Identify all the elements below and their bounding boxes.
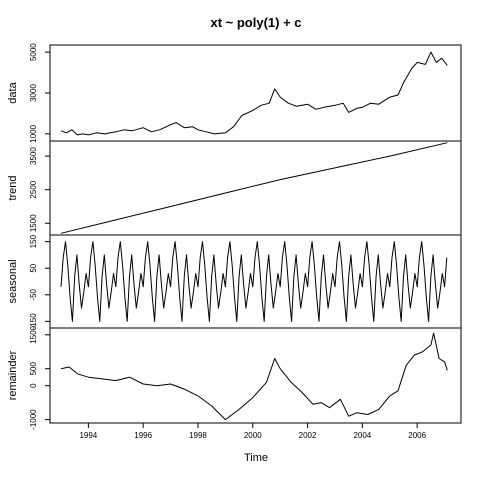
x-tick-label: 1994	[79, 431, 97, 440]
x-axis: 1994 1996 1998 2000 2002 2004 2006	[79, 423, 427, 440]
series-line-data	[60, 51, 448, 136]
y-tick-label-seasonal: -50	[29, 288, 38, 300]
panel-frame-seasonal	[49, 234, 462, 329]
y-tick-label-data: 3000	[29, 84, 38, 102]
y-tick-label-trend: 1500	[29, 214, 38, 232]
y-tick-label-remainder: -1000	[29, 409, 38, 430]
panel-data: 1000 3000 5000 data	[7, 43, 462, 143]
y-tick-label-seasonal: 150	[29, 234, 38, 248]
y-axis-title-trend: trend	[7, 175, 19, 200]
y-axis-title-data: data	[7, 81, 19, 103]
chart-title: xt ~ poly(1) + c	[210, 15, 301, 30]
x-tick-label: 1996	[134, 431, 152, 440]
x-tick-label: 2000	[244, 431, 262, 440]
y-tick-label-trend: 2500	[29, 180, 38, 198]
panels-layer: 100030005000data150025003500trend-150-50…	[7, 43, 462, 430]
series-line-trend	[60, 142, 448, 234]
y-tick-label-trend: 3500	[29, 147, 38, 165]
y-tick-label-remainder: 0	[29, 383, 38, 388]
y-tick-label-remainder: 1500	[29, 325, 38, 343]
x-tick-label: 2006	[408, 431, 426, 440]
panel-trend: 1500 2500 3500 trend	[7, 140, 462, 236]
y-tick-label-remainder: 500	[29, 361, 38, 375]
y-axis-title-seasonal: seasonal	[7, 259, 19, 303]
y-tick-label-seasonal: -150	[29, 313, 38, 330]
panel-frame-remainder	[49, 327, 462, 424]
y-tick-label-data: 5000	[29, 43, 38, 61]
y-tick-label-seasonal: 50	[29, 263, 38, 272]
y-tick-label-data: 1000	[29, 124, 38, 142]
panel-remainder: -1000 0 500 1500 remainder	[7, 325, 462, 430]
x-tick-label: 2004	[353, 431, 371, 440]
x-axis-title: Time	[244, 452, 268, 464]
panel-seasonal: -150 -50 50 150 seasonal	[7, 234, 462, 330]
y-axis-title-remainder: remainder	[7, 350, 19, 400]
series-line-remainder	[60, 332, 448, 421]
x-tick-label: 2002	[299, 431, 317, 440]
series-line-seasonal	[60, 241, 448, 322]
x-tick-label: 1998	[189, 431, 207, 440]
